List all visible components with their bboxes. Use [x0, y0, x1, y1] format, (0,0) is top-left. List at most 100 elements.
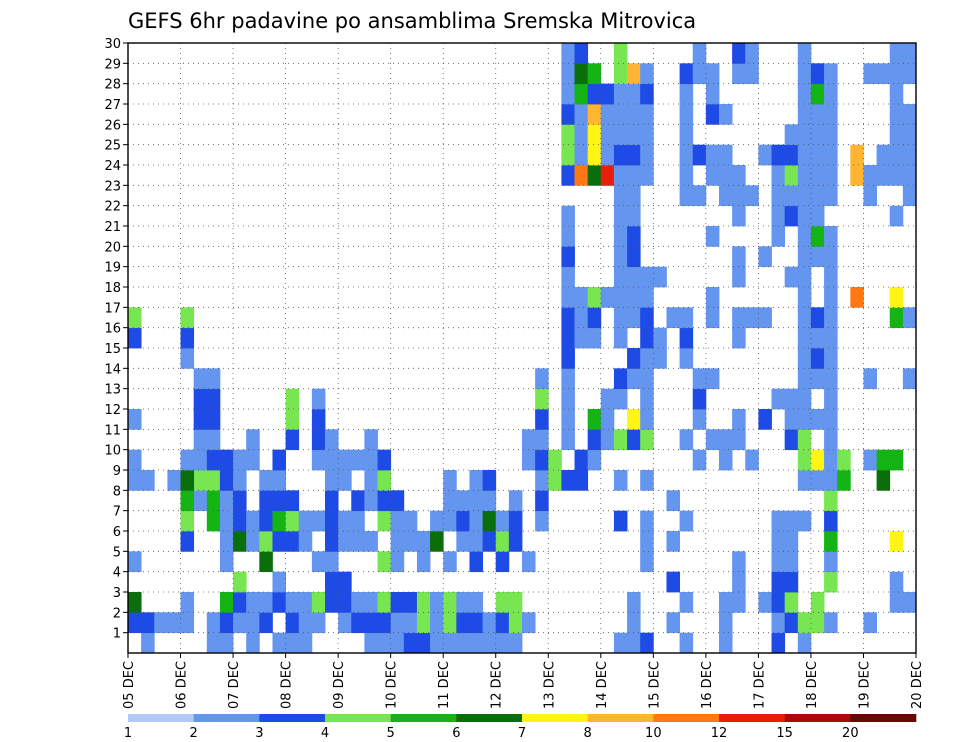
heatmap-cell: [640, 470, 654, 491]
heatmap-cell: [889, 449, 904, 471]
x-tick-label: 16 DEC: [700, 661, 715, 709]
heatmap-cell: [587, 429, 602, 451]
x-tick-label: 12 DEC: [490, 661, 505, 709]
heatmap-cell: [443, 490, 457, 512]
heatmap-cell: [771, 612, 786, 634]
heatmap-cell: [561, 429, 575, 451]
heatmap-cell: [679, 510, 694, 532]
heatmap-cell: [219, 551, 234, 573]
y-tick-label: 25: [104, 139, 121, 154]
heatmap-cell: [246, 449, 260, 471]
heatmap-cell: [128, 449, 142, 471]
heatmap-cell: [206, 409, 221, 430]
heatmap-cell: [443, 510, 457, 532]
heatmap-cell: [259, 551, 273, 573]
heatmap-cell: [561, 388, 575, 410]
heatmap-cell: [469, 592, 483, 613]
heatmap-cell: [482, 612, 497, 634]
heatmap-cell: [824, 571, 838, 593]
heatmap-cell: [771, 388, 786, 410]
heatmap-cell: [535, 368, 549, 390]
heatmap-cell: [193, 388, 208, 410]
heatmap-cell: [824, 287, 838, 308]
y-tick-label: 30: [104, 37, 121, 52]
heatmap-cell: [627, 124, 641, 146]
heatmap-cell: [824, 388, 838, 410]
heatmap-cell: [824, 612, 838, 634]
heatmap-cell: [325, 571, 339, 593]
heatmap-cell: [666, 571, 680, 593]
heatmap-cell: [522, 429, 536, 451]
heatmap-cell: [233, 490, 247, 512]
heatmap-cell: [495, 632, 510, 654]
heatmap-cell: [574, 307, 589, 329]
heatmap-cell: [745, 449, 759, 471]
heatmap-cell: [482, 632, 497, 654]
heatmap-cell: [180, 510, 195, 532]
y-tick-label: 15: [104, 342, 121, 357]
heatmap-cell: [732, 205, 746, 227]
heatmap-cell: [456, 632, 470, 654]
heatmap-cell: [640, 63, 654, 85]
heatmap-cell: [456, 612, 470, 634]
heatmap-cell: [482, 531, 497, 552]
heatmap-cell: [600, 409, 615, 430]
heatmap-cell: [508, 531, 523, 552]
heatmap-cell: [640, 388, 654, 410]
heatmap-cell: [640, 124, 654, 146]
x-tick-label: 09 DEC: [332, 661, 347, 709]
heatmap-cell: [508, 592, 523, 613]
heatmap-cell: [180, 307, 195, 329]
heatmap-cell: [128, 409, 142, 430]
heatmap-cell: [679, 144, 694, 166]
heatmap-cell: [469, 510, 483, 532]
heatmap-cell: [640, 165, 654, 186]
heatmap-cell: [705, 287, 720, 308]
heatmap-cell: [679, 632, 694, 654]
heatmap-cell: [416, 592, 431, 613]
heatmap-cell: [430, 510, 444, 532]
y-tick-label: 11: [104, 423, 121, 438]
heatmap-cell: [587, 165, 602, 186]
heatmap-cell: [797, 205, 812, 227]
heatmap-cell: [285, 612, 300, 634]
legend-label: 10: [645, 726, 662, 741]
heatmap-cell: [443, 612, 457, 634]
heatmap-cell: [219, 632, 234, 654]
heatmap-cell: [600, 104, 615, 125]
heatmap-cell: [246, 612, 260, 634]
heatmap-cell: [863, 165, 877, 186]
heatmap-cell: [495, 510, 510, 532]
heatmap-cell: [495, 531, 510, 552]
heatmap-cell: [771, 592, 786, 613]
heatmap-cell: [889, 144, 904, 166]
heatmap-cell: [627, 348, 641, 369]
heatmap-cell: [587, 124, 602, 146]
heatmap-cell: [377, 551, 392, 573]
heatmap-cell: [640, 266, 654, 288]
heatmap-cell: [285, 632, 300, 654]
heatmap-cell: [732, 307, 746, 329]
heatmap-cell: [666, 490, 680, 512]
heatmap-cell: [338, 592, 352, 613]
heatmap-cell: [613, 368, 628, 390]
heatmap-cell: [732, 43, 746, 64]
heatmap-cell: [180, 449, 195, 471]
heatmap-cell: [574, 449, 589, 471]
heatmap-cell: [613, 165, 628, 186]
legend-label: 12: [711, 726, 728, 741]
heatmap-cell: [758, 409, 772, 430]
heatmap-cell: [141, 632, 155, 654]
heatmap-cell: [219, 510, 234, 532]
legend-label: 15: [776, 726, 793, 741]
heatmap-cell: [784, 144, 799, 166]
heatmap-cell: [574, 63, 589, 85]
heatmap-cell: [574, 83, 589, 105]
heatmap-cell: [679, 63, 694, 85]
heatmap-cell: [377, 470, 392, 491]
heatmap-cell: [219, 449, 234, 471]
y-tick-label: 27: [104, 98, 121, 113]
heatmap-cell: [561, 144, 575, 166]
heatmap-cell: [377, 612, 392, 634]
